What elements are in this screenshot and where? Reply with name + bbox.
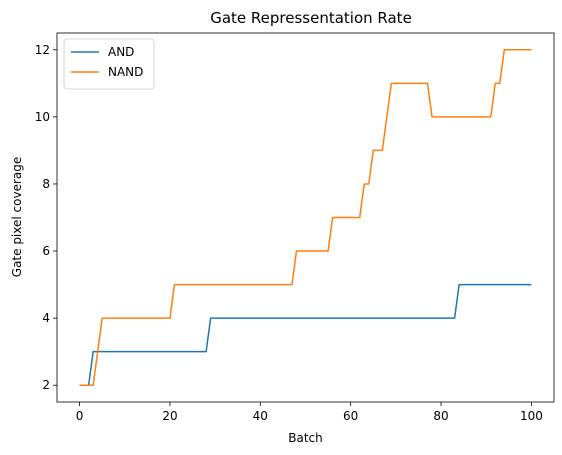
y-tick-label: 6: [42, 244, 50, 258]
plot-area: [57, 33, 554, 402]
y-axis: 2 4 6 8 10 12: [35, 43, 57, 392]
plot-frame: [56, 32, 555, 403]
y-tick-label: 2: [42, 378, 50, 392]
x-tick-label: 0: [76, 409, 84, 423]
series-layer: [79, 49, 532, 386]
y-tick-label: 10: [35, 110, 50, 124]
x-tick-label: 80: [433, 409, 448, 423]
legend-label-and: AND: [108, 45, 134, 59]
series-line-nand: [79, 49, 532, 386]
y-axis-label: Gate pixel coverage: [10, 157, 24, 277]
x-tick-label: 20: [162, 409, 177, 423]
x-axis-label: Batch: [288, 431, 323, 445]
x-tick-label: 100: [520, 409, 543, 423]
y-tick-label: 12: [35, 43, 50, 57]
x-axis: 0 20 40 60 80 100: [76, 402, 543, 423]
chart-title: Gate Repressentation Rate: [210, 9, 412, 27]
y-tick-label: 8: [42, 177, 50, 191]
legend-label-nand: NAND: [108, 65, 143, 79]
x-tick-label: 60: [343, 409, 358, 423]
y-tick-label: 4: [42, 311, 50, 325]
x-tick-label: 40: [253, 409, 268, 423]
legend: AND NAND: [63, 38, 155, 90]
series-line-and: [79, 283, 532, 386]
